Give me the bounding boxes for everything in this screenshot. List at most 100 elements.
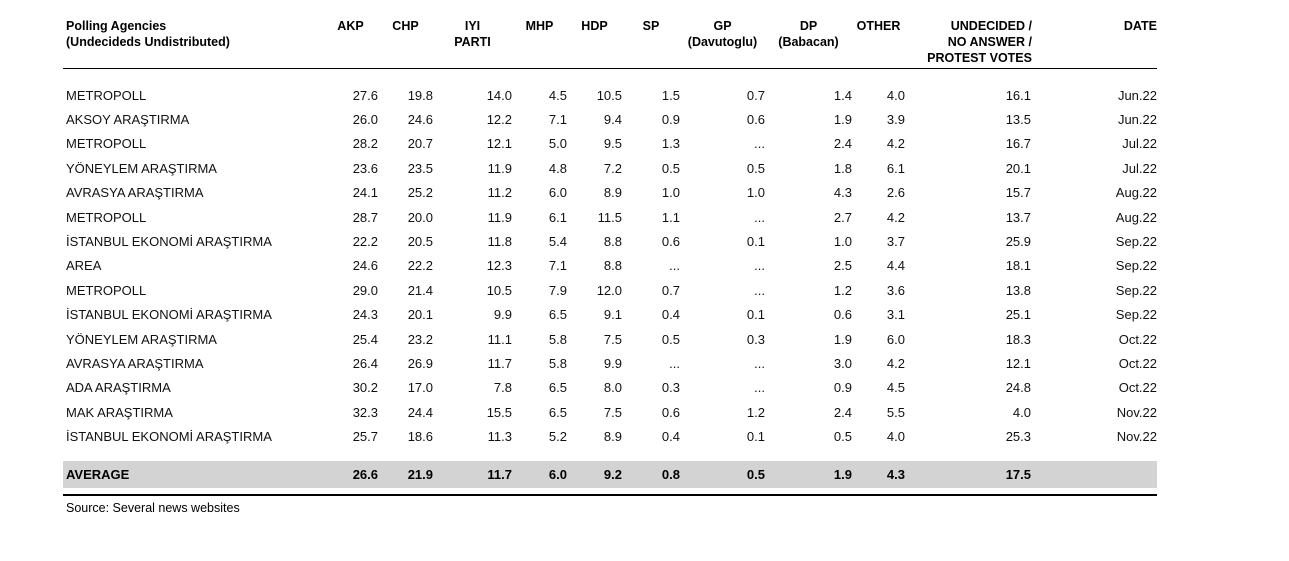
column-header-line: PROTEST VOTES [927,51,1032,65]
table-row: AKSOY ARAŞTIRMA 26.0 24.6 12.2 7.1 9.4 0.9 0.6 1… [63,107,1157,131]
cell-dp: 0.6 [833,307,852,323]
table-row: AVRASYA ARAŞTIRMA 26.4 26.9 11.7 5.8 9.9.....… [63,351,1157,375]
cell-chp: 22.2 [407,258,433,274]
cell-agency: AREA [66,258,102,274]
cell-mhp: 7.9 [548,282,567,298]
cell-dp: 1.9 [833,112,852,128]
cell-dp: 1.9 [833,331,852,347]
cell-mhp: 6.1 [548,209,567,225]
column-header-line: IYI [464,19,481,33]
column-header-undecided: UNDECIDED / NO ANSWER / PROTEST VOTES [905,18,1032,69]
header-gap-row-cell [63,69,1157,84]
column-header-line: CHP [392,19,419,33]
cell-undecided: 18.1 [1005,258,1031,274]
cell-iyi: 11.7 [487,466,512,482]
cell-dp: 2.4 [833,404,852,420]
header-row: Polling Agencies (Undecideds Undistribute… [63,18,1157,69]
column-header-line: DATE [1123,19,1157,33]
cell-date: Aug.22 [1115,209,1157,225]
cell-chp: 19.8 [407,87,433,103]
cell-akp: 32.3 [352,404,378,420]
cell-other: 4.5 [886,380,905,396]
cell-dp: 4.3 [833,185,852,201]
cell-other: 2.6 [886,185,905,201]
cell-dp: 0.5 [833,429,852,445]
cell-gp: 0.1 [746,234,765,250]
column-header-line: HDP [581,19,608,33]
cell-hdp: 9.4 [603,112,622,128]
cell-chp: 21.4 [407,282,433,298]
cell-other: 6.1 [886,160,905,176]
cell-hdp: 9.1 [603,307,622,323]
cell-iyi: 14.0 [486,87,512,103]
cell-iyi: 12.3 [486,258,512,274]
cell-date: Oct.22 [1118,355,1157,371]
cell-undecided: 12.1 [1005,355,1031,371]
column-header-line: SP [642,19,660,33]
cell-akp: 24.3 [352,307,378,323]
cell-date: Nov.22 [1116,404,1157,420]
cell-agency: İSTANBUL EKONOMİ ARAŞTIRMA [66,429,272,445]
cell-chp: 21.9 [407,466,433,482]
cell-sp: 0.5 [661,160,680,176]
table-row: İSTANBUL EKONOMİ ARAŞTIRMA 24.3 20.1 9.9 6.5… [63,303,1157,327]
cell-mhp: 4.5 [548,87,567,103]
cell-date: Jun.22 [1117,87,1157,103]
cell-mhp: 6.5 [548,307,567,323]
cell-mhp: 6.5 [548,380,567,396]
cell-hdp: 7.5 [603,404,622,420]
cell-iyi: 15.5 [486,404,512,420]
cell-sp: 1.0 [661,185,680,201]
cell-undecided: 13.5 [1005,112,1031,128]
cell-other: 3.9 [886,112,905,128]
table-row: ADA ARAŞTIRMA 30.2 17.0 7.8 6.5 8.0 0.3... 0.9 4… [63,376,1157,400]
cell-sp: 0.6 [661,234,680,250]
table-row: METROPOLL 28.7 20.0 11.9 6.1 11.5 1.1... 2.7 4.2… [63,205,1157,229]
cell-gp: 0.3 [746,331,765,347]
cell-sp: 1.3 [661,136,680,152]
cell-dp: 2.5 [833,258,852,274]
cell-undecided: 15.7 [1005,185,1031,201]
column-header-line: (Davutoglu) [687,35,758,49]
cell-date: Jul.22 [1122,136,1157,152]
cell-date: Oct.22 [1118,380,1157,396]
cell-sp: 0.9 [661,112,680,128]
source-note: Source: Several news websites [66,500,240,515]
cell-mhp: 7.1 [548,258,567,274]
cell-sp: 0.7 [661,282,680,298]
cell-undecided: 24.8 [1005,380,1031,396]
cell-date: Nov.22 [1116,429,1157,445]
cell-agency: YÖNEYLEM ARAŞTIRMA [66,331,217,347]
cell-chp: 23.5 [407,160,433,176]
table-row: YÖNEYLEM ARAŞTIRMA 25.4 23.2 11.1 5.8 7.5 0.5 0… [63,327,1157,351]
cell-agency: MAK ARAŞTIRMA [66,404,173,420]
column-header-line: PARTI [454,35,491,49]
table-bottom-rule [63,493,1157,496]
cell-akp: 25.4 [352,331,378,347]
table-row: İSTANBUL EKONOMİ ARAŞTIRMA 22.2 20.5 11.8 5.… [63,229,1157,253]
cell-chp: 26.9 [407,355,433,371]
cell-dp: 1.2 [833,282,852,298]
cell-akp: 24.1 [352,185,378,201]
average-row: AVERAGE 26.6 21.9 11.7 6.0 9.2 0.8 0.5 1.9 4.3 17.… [63,460,1157,488]
cell-akp: 25.7 [352,429,378,445]
cell-chp: 24.4 [407,404,433,420]
cell-hdp: 9.5 [603,136,622,152]
cell-sp: 0.8 [661,466,680,482]
cell-akp: 30.2 [352,380,378,396]
cell-date: Sep.22 [1115,282,1157,298]
cell-mhp: 6.5 [548,404,567,420]
table-row: AVRASYA ARAŞTIRMA 24.1 25.2 11.2 6.0 8.9 1.0 1.… [63,181,1157,205]
cell-chp: 20.5 [407,234,433,250]
cell-iyi: 11.3 [487,429,512,445]
cell-date: Aug.22 [1115,185,1157,201]
cell-other: 4.2 [886,136,905,152]
column-header-dp: DP (Babacan) [765,18,852,69]
column-header-line: UNDECIDED / [950,19,1032,33]
cell-hdp: 9.2 [603,466,622,482]
cell-gp: 0.6 [746,112,765,128]
cell-other: 5.5 [886,404,905,420]
cell-undecided: 18.3 [1005,331,1031,347]
cell-gp: 1.2 [746,404,765,420]
cell-gp: ... [754,282,765,298]
